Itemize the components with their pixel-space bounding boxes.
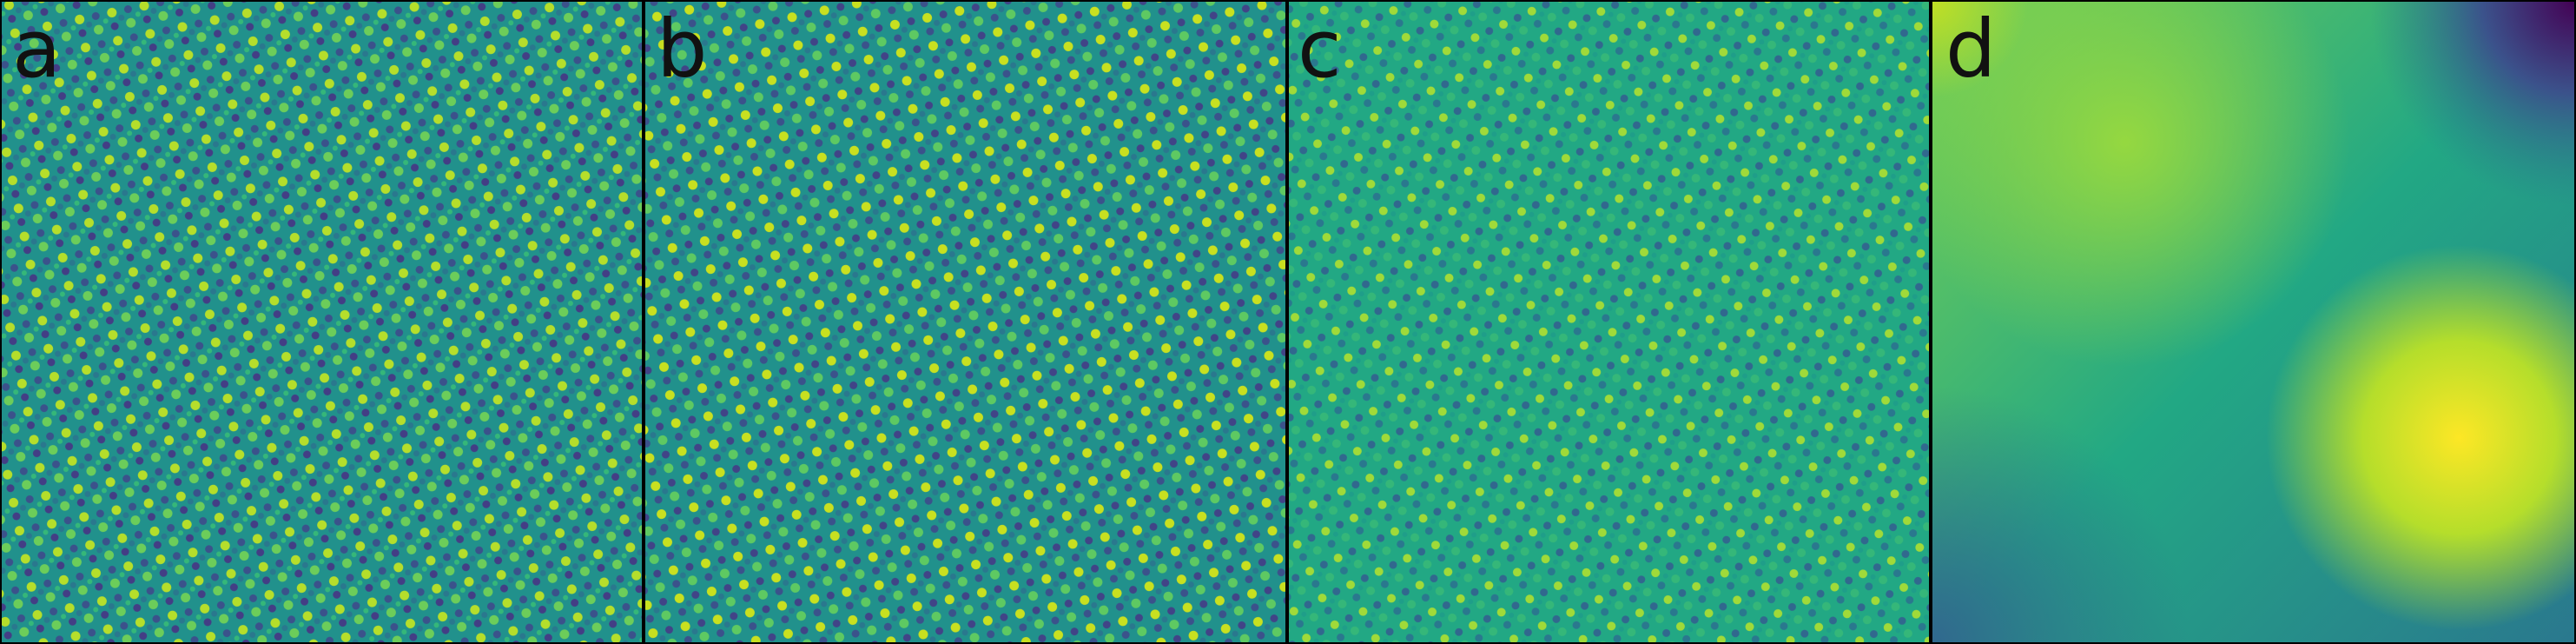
panel-a: a [0, 0, 644, 644]
panel-label: a [12, 3, 61, 96]
panel-label: d [1945, 3, 1996, 96]
panel-b: b [644, 0, 1287, 644]
panel-d: d [1931, 0, 2576, 644]
panel-label: c [1298, 3, 1342, 96]
panel-c: c [1287, 0, 1931, 644]
panel-label: b [657, 3, 707, 96]
